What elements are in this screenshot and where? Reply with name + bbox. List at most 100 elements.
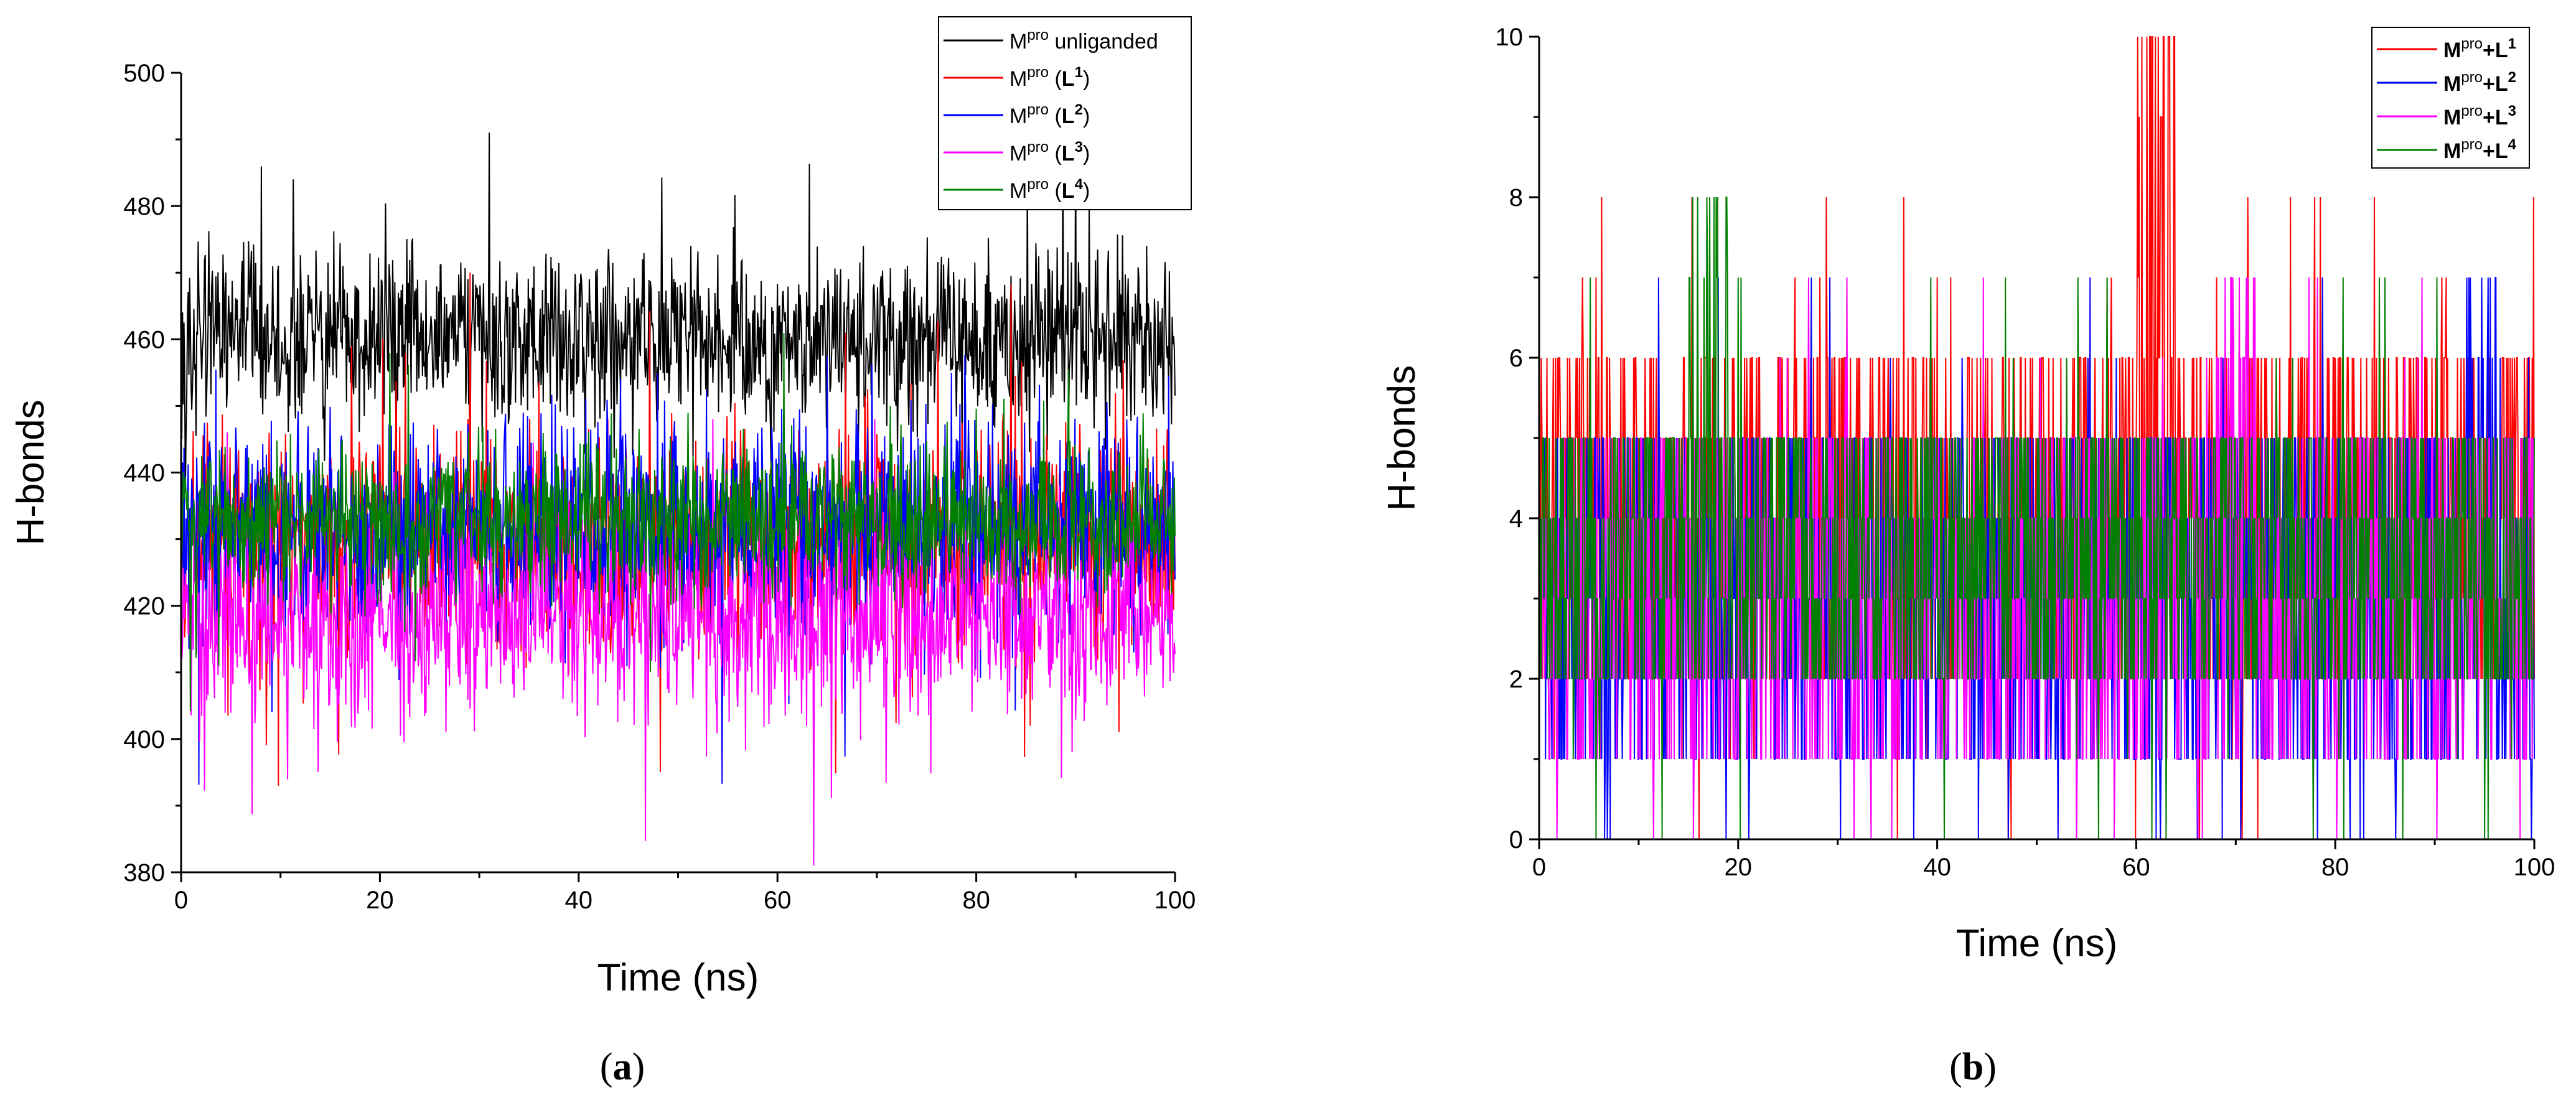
caption-paren-close: ) — [1984, 1046, 1997, 1088]
caption-paren-close: ) — [632, 1046, 645, 1088]
legend-base: M — [2443, 72, 2461, 96]
legend-suffix: ( — [1049, 179, 1062, 203]
legend-end: ) — [1083, 179, 1090, 203]
x-tick-label: 20 — [1725, 854, 1753, 881]
legend-ligand-superscript: 1 — [1075, 64, 1083, 81]
series-line-1 — [180, 133, 1176, 493]
x-tick-label: 80 — [2321, 854, 2349, 881]
y-tick-label: 460 — [123, 326, 165, 353]
x-tick-label: 40 — [565, 887, 593, 914]
series-group — [1539, 36, 2535, 840]
legend-superscript: pro — [2461, 103, 2483, 119]
legend-entry-label: Mpro (L1) — [1009, 64, 1090, 91]
y-tick-label: 10 — [1496, 24, 1524, 51]
legend-entry-label: Mpro (L3) — [1009, 139, 1090, 165]
legend-ligand-superscript: 1 — [2508, 35, 2516, 52]
x-tick-label: 0 — [1532, 854, 1546, 881]
legend-superscript: pro — [1027, 176, 1049, 193]
y-tick-label: 8 — [1509, 184, 1523, 212]
legend-base: M — [1009, 105, 1027, 128]
y-tick-label: 440 — [123, 460, 165, 487]
x-tick-label: 60 — [2122, 854, 2150, 881]
legend-ligand-superscript: 3 — [1075, 139, 1083, 156]
y-tick-label: 4 — [1509, 505, 1523, 533]
x-tick-label: 100 — [2514, 854, 2555, 881]
legend-ligand: L — [1062, 105, 1075, 128]
x-tick-label: 80 — [962, 887, 990, 914]
legend-ligand: L — [1062, 67, 1075, 91]
legend-suffix: unliganded — [1049, 30, 1158, 54]
legend-base: M — [2443, 139, 2461, 163]
x-tick-label: 60 — [764, 887, 792, 914]
panel-a-chart: 0 20 40 60 80 100 380 400 420 440 460 480 500 Time (n… — [9, 16, 1196, 1088]
x-axis-label: Time (ns) — [597, 956, 759, 999]
panel-caption: (a) — [600, 1046, 645, 1088]
legend-entry-label: Mpro+L3 — [2443, 103, 2516, 129]
series-line-4 — [180, 419, 1176, 866]
legend-superscript: pro — [2461, 69, 2483, 86]
panel-b-chart: 0 20 40 60 80 100 0 2 4 6 8 10 Time (ns) H-bonds (b) Mp… — [1380, 24, 2555, 1088]
series-line-4 — [1539, 197, 2535, 840]
legend-entry-label: Mpro unliganded — [1009, 27, 1158, 54]
legend-ligand-superscript: 4 — [1075, 176, 1084, 193]
legend-superscript: pro — [2461, 35, 2483, 52]
legend-base: M — [1009, 142, 1027, 165]
legend-ligand: L — [1062, 142, 1075, 165]
legend-suffix: + — [2483, 72, 2495, 96]
panel-caption: (b) — [1949, 1046, 1997, 1088]
y-axis-label: H-bonds — [1380, 365, 1423, 511]
legend-base: M — [1009, 30, 1027, 54]
legend-base: M — [1009, 67, 1027, 91]
legend-superscript: pro — [2461, 136, 2483, 153]
legend-superscript: pro — [1027, 101, 1049, 118]
legend-ligand: L — [1062, 179, 1075, 203]
legend-entry-label: Mpro+L4 — [2443, 136, 2517, 163]
caption-paren-open: ( — [600, 1046, 613, 1088]
legend-entry-label: Mpro+L1 — [2443, 35, 2516, 62]
y-tick-label: 500 — [123, 60, 165, 87]
legend-base: M — [1009, 179, 1027, 203]
caption-paren-open: ( — [1949, 1046, 1962, 1088]
legend-suffix: + — [2483, 39, 2495, 62]
legend-entry-label: Mpro (L4) — [1009, 176, 1090, 203]
caption-letter: b — [1962, 1046, 1984, 1088]
x-tick-label: 20 — [366, 887, 394, 914]
legend-end: ) — [1083, 105, 1090, 128]
x-tick-label: 0 — [174, 887, 188, 914]
x-tick-label: 40 — [1923, 854, 1951, 881]
y-tick-label: 480 — [123, 193, 165, 220]
y-tick-label: 400 — [123, 726, 165, 753]
legend-ligand-superscript: 2 — [1075, 101, 1083, 118]
series-group — [180, 133, 1176, 866]
legend-base: M — [2443, 39, 2461, 62]
caption-letter: a — [613, 1046, 632, 1088]
legend-suffix: + — [2483, 139, 2495, 163]
legend-ligand-superscript: 3 — [2508, 103, 2516, 119]
legend-superscript: pro — [1027, 27, 1049, 44]
legend-end: ) — [1083, 142, 1090, 165]
y-tick-label: 0 — [1509, 826, 1523, 854]
y-tick-label: 6 — [1509, 345, 1523, 372]
legend-base: M — [2443, 106, 2461, 129]
legend-superscript: pro — [1027, 64, 1049, 81]
legend-box — [2371, 27, 2530, 169]
legend-ligand: L — [2495, 72, 2508, 96]
x-tick-label: 100 — [1155, 887, 1196, 914]
legend-entry-label: Mpro (L2) — [1009, 101, 1090, 128]
legend-box — [938, 16, 1192, 210]
legend-end: ) — [1083, 67, 1090, 91]
legend-suffix: + — [2483, 106, 2495, 129]
legend-ligand-superscript: 2 — [2508, 69, 2516, 86]
series-line-5 — [180, 333, 1176, 711]
y-axis-label: H-bonds — [9, 399, 52, 545]
legend-entry-label: Mpro+L2 — [2443, 69, 2516, 96]
x-axis-label: Time (ns) — [1956, 922, 2117, 965]
legend-ligand: L — [2495, 106, 2508, 129]
legend-suffix: ( — [1049, 142, 1062, 165]
y-tick-label: 420 — [123, 593, 165, 620]
legend-superscript: pro — [1027, 139, 1049, 156]
y-tick-label: 380 — [123, 859, 165, 887]
